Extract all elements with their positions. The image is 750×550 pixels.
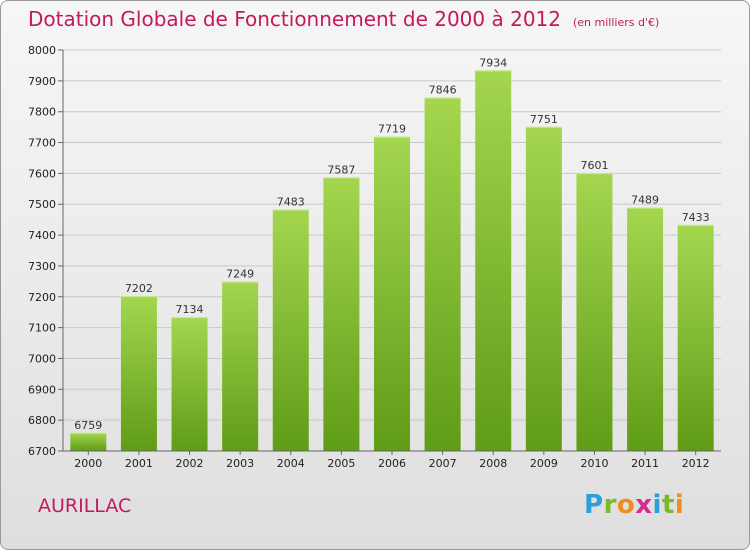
value-label: 7249 — [226, 268, 254, 281]
x-tick-label: 2005 — [327, 457, 355, 470]
value-label: 7483 — [277, 195, 305, 208]
logo-letter: r — [603, 490, 617, 520]
value-label: 7719 — [378, 123, 406, 136]
y-tick-label: 6900 — [28, 383, 56, 396]
y-axis-ticks: 6700 6800 6900 7000 7100 7200 7300 7400 7500 7600… — [28, 44, 63, 458]
x-tick-label: 2012 — [682, 457, 710, 470]
y-tick-label: 7200 — [28, 291, 56, 304]
value-label: 7433 — [682, 211, 710, 224]
x-tick-label: 2010 — [580, 457, 608, 470]
value-label: 7134 — [176, 303, 204, 316]
x-tick-label: 2002 — [176, 457, 204, 470]
x-axis-ticks: 2000 2001 2002 2003 2004 2005 2006 2007 2008 2009… — [74, 451, 710, 470]
bars — [70, 70, 714, 452]
logo-letter: i — [674, 490, 685, 520]
logo-letter: x — [635, 490, 653, 520]
bar-2003 — [222, 281, 259, 451]
x-tick-label: 2003 — [226, 457, 254, 470]
y-tick-label: 7000 — [28, 352, 56, 365]
bar-2009 — [525, 126, 562, 452]
logo-letter: P — [584, 490, 604, 520]
x-tick-label: 2007 — [429, 457, 457, 470]
y-tick-label: 6800 — [28, 414, 56, 427]
bar-2004 — [272, 209, 309, 451]
logo-letter: t — [661, 490, 675, 520]
bar-2011 — [627, 207, 664, 451]
value-label: 6759 — [74, 419, 102, 432]
value-label: 7587 — [327, 163, 355, 176]
y-tick-label: 7600 — [28, 167, 56, 180]
bar-2008 — [475, 70, 512, 451]
y-tick-label: 7800 — [28, 106, 56, 119]
chart-title: Dotation Globale de Fonctionnement de 20… — [28, 7, 659, 31]
bar-2010 — [576, 173, 613, 451]
x-tick-label: 2011 — [631, 457, 659, 470]
x-tick-label: 2000 — [74, 457, 102, 470]
value-label: 7846 — [429, 84, 457, 97]
bar-2007 — [424, 97, 461, 451]
y-tick-label: 7100 — [28, 322, 56, 335]
logo-letter: i — [652, 490, 662, 520]
value-label: 7751 — [530, 113, 558, 126]
y-tick-label: 8000 — [28, 44, 56, 57]
x-tick-label: 2008 — [479, 457, 507, 470]
title-text: Dotation Globale de Fonctionnement de 20… — [28, 7, 561, 31]
y-tick-label: 7900 — [28, 75, 56, 88]
bar-2012 — [677, 224, 714, 451]
bar-2005 — [323, 177, 360, 451]
value-labels: 6759 7202 7134 7249 7483 7587 7719 7846 7934 7751… — [74, 56, 709, 431]
y-tick-label: 7500 — [28, 198, 56, 211]
x-tick-label: 2001 — [125, 457, 153, 470]
y-tick-label: 6700 — [28, 445, 56, 458]
x-tick-label: 2004 — [277, 457, 305, 470]
unit-note: (en milliers d'€) — [573, 16, 660, 29]
x-tick-label: 2006 — [378, 457, 406, 470]
x-tick-label: 2009 — [530, 457, 558, 470]
bar-2006 — [374, 136, 410, 452]
value-label: 7489 — [631, 194, 659, 207]
bar-2000 — [70, 432, 107, 451]
proxiti-logo: Proxiti — [584, 490, 684, 520]
value-label: 7934 — [479, 56, 507, 69]
logo-letter: o — [616, 490, 636, 520]
y-tick-label: 7400 — [28, 229, 56, 242]
bar-2002 — [171, 317, 208, 451]
commune-name: AURILLAC — [38, 495, 132, 517]
bar-2001 — [120, 296, 157, 451]
y-tick-label: 7700 — [28, 137, 56, 150]
value-label: 7601 — [580, 159, 608, 172]
value-label: 7202 — [125, 282, 153, 295]
y-tick-label: 7300 — [28, 260, 56, 273]
